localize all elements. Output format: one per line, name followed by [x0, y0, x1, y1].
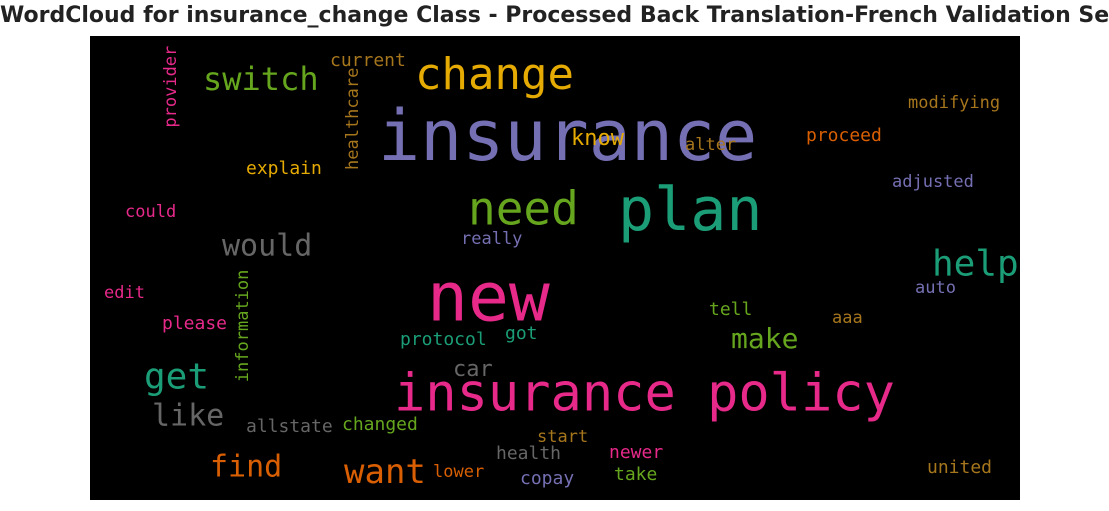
word-help: help	[932, 244, 1019, 285]
word-like: like	[152, 399, 224, 434]
word-find: find	[210, 450, 282, 485]
word-could: could	[125, 202, 176, 222]
word-newer: newer	[609, 442, 663, 463]
word-car: car	[453, 357, 493, 382]
word-copay: copay	[520, 468, 574, 489]
word-modifying: modifying	[908, 93, 1000, 113]
chart-title: WordCloud for insurance_change Class - P…	[0, 3, 1109, 28]
word-proceed: proceed	[806, 125, 882, 146]
word-protocol: protocol	[400, 329, 487, 350]
word-new: new	[427, 259, 550, 338]
word-change: change	[415, 49, 574, 100]
word-start: start	[537, 427, 588, 447]
word-tell: tell	[709, 299, 752, 320]
word-health: health	[496, 443, 561, 464]
word-explain: explain	[246, 158, 322, 179]
word-insurance-policy: insurance policy	[394, 364, 895, 424]
word-switch: switch	[203, 60, 319, 98]
word-changed: changed	[342, 414, 418, 435]
word-know: know	[571, 126, 625, 151]
cloud-background	[90, 36, 1020, 500]
word-adjusted: adjusted	[892, 172, 974, 192]
word-would: would	[222, 229, 312, 264]
word-want: want	[344, 452, 426, 492]
word-please: please	[162, 313, 227, 334]
word-edit: edit	[104, 283, 145, 303]
word-aaa: aaa	[832, 308, 863, 328]
word-lower: lower	[433, 462, 484, 482]
word-provider: provider	[161, 46, 181, 128]
word-really: really	[461, 229, 522, 249]
word-make: make	[731, 322, 798, 355]
word-need: need	[468, 181, 579, 235]
word-information: information	[233, 270, 253, 383]
word-united: united	[927, 457, 992, 478]
word-got: got	[505, 323, 538, 344]
word-take: take	[614, 464, 657, 485]
word-insurance: insurance	[378, 95, 757, 177]
word-auto: auto	[915, 278, 956, 298]
word-get: get	[144, 357, 209, 398]
word-alter: alter	[685, 135, 736, 155]
word-current: current	[330, 50, 406, 71]
word-plan: plan	[618, 175, 763, 245]
word-allstate: allstate	[246, 416, 333, 437]
word-healthcare: healthcare	[343, 68, 363, 170]
